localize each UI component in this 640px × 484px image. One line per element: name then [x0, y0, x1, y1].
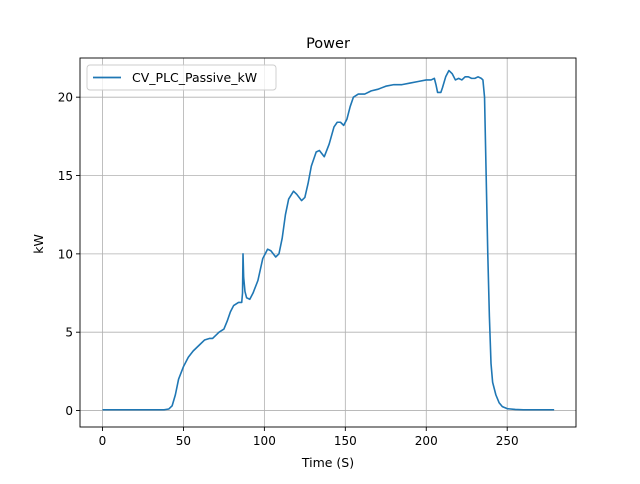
legend-box — [86, 64, 277, 91]
y-tick-label: 20 — [58, 91, 73, 105]
x-tick-label: 0 — [99, 434, 107, 448]
x-axis-label: Time (S) — [301, 455, 354, 470]
y-tick-label: 5 — [65, 326, 73, 340]
chart-title: Power — [306, 36, 350, 52]
x-tick-label: 150 — [334, 434, 357, 448]
x-tick-label: 200 — [415, 434, 438, 448]
y-tick-label: 0 — [65, 404, 73, 418]
series-line-CV_PLC_Passive_kW — [102, 69, 555, 411]
axes: 0 50 100 150 200 250 0 5 10 15 20 — [58, 57, 577, 448]
plot-frame — [79, 57, 577, 428]
x-tick-label: 100 — [253, 434, 276, 448]
x-tick-label: 50 — [176, 434, 191, 448]
series-layer — [102, 69, 555, 411]
y-axis-label: kW — [31, 234, 46, 254]
x-tick-label: 250 — [496, 434, 519, 448]
grid — [80, 58, 576, 427]
y-tick-label: 10 — [58, 247, 73, 261]
legend: CV_PLC_Passive_kW — [86, 64, 277, 91]
legend-label: CV_PLC_Passive_kW — [132, 70, 257, 85]
y-tick-label: 15 — [58, 169, 73, 183]
